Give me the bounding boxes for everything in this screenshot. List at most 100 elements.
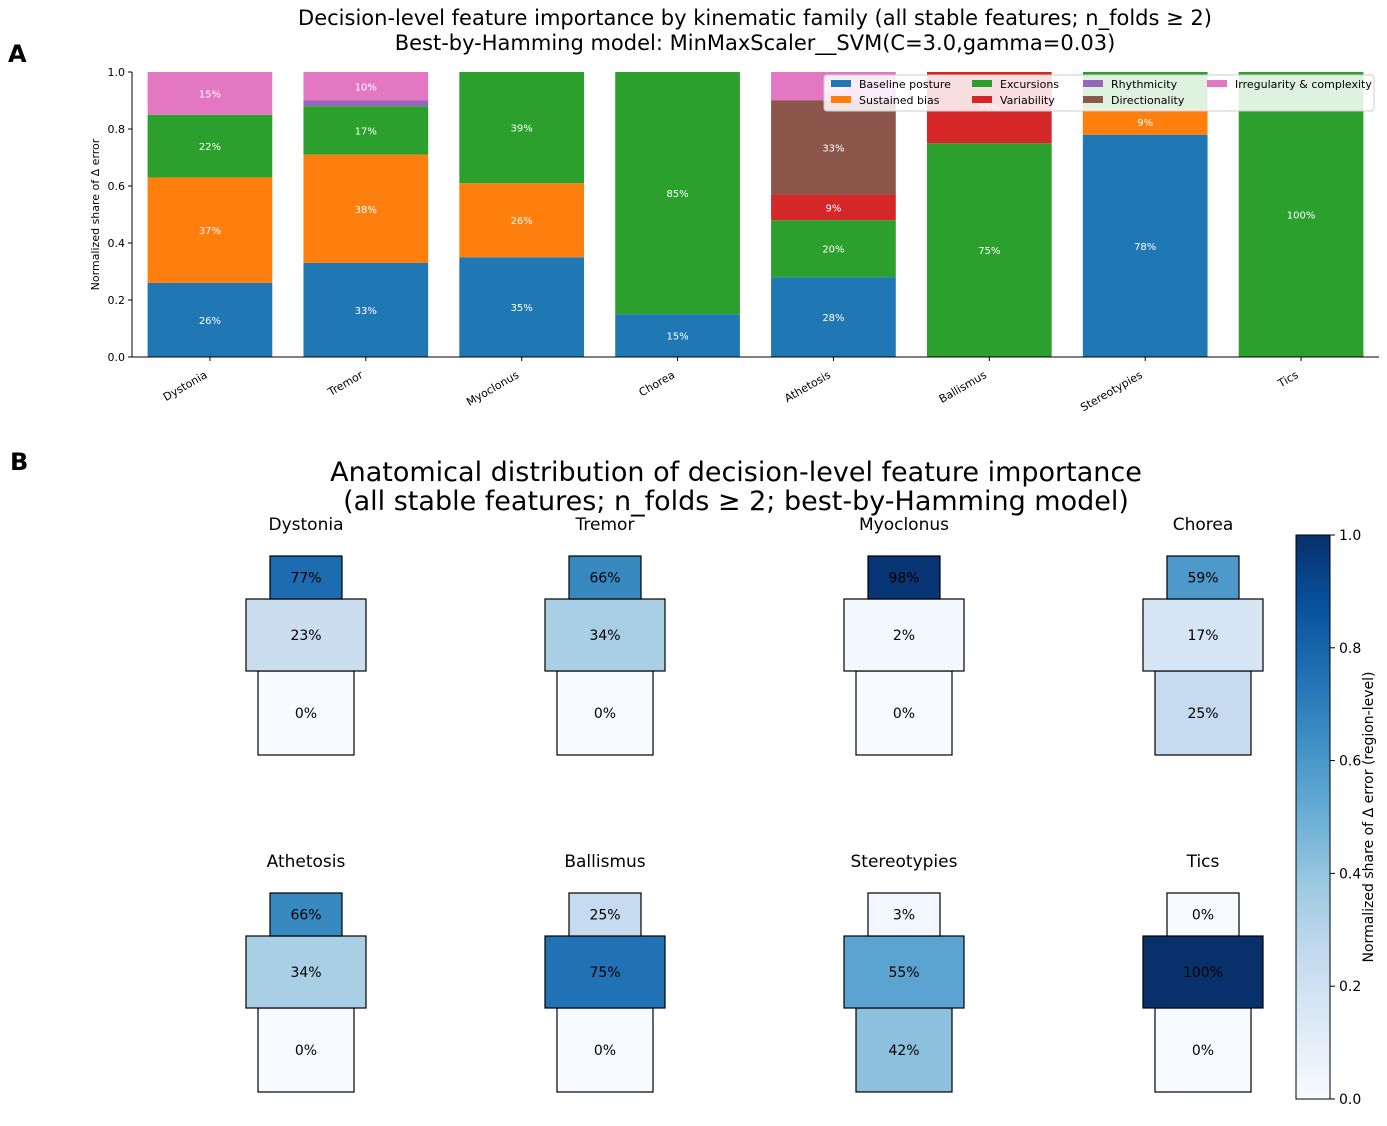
region-label-lower-body: 0% <box>295 1043 317 1059</box>
legend-frame <box>823 74 1375 112</box>
bar-label-dystonia-excursions: 22% <box>199 142 221 153</box>
body-map-title: Stereotypies <box>851 852 958 872</box>
bar-athetosis-baseline-posture <box>771 277 896 357</box>
bar-label-tremor-sustained-bias: 38% <box>355 205 377 216</box>
legend-label-sustained-bias: Sustained bias <box>859 94 940 107</box>
legend-swatch-variability <box>972 96 992 103</box>
region-upper-body <box>544 935 666 1009</box>
bar-dystonia-baseline-posture <box>147 282 273 357</box>
legend: Baseline posture Sustained bias Excursions… <box>823 74 1375 112</box>
region-upper-body <box>245 598 367 672</box>
bar-stereotypies-baseline-posture <box>1082 134 1208 357</box>
region-head <box>568 555 642 600</box>
bar-athetosis-variability <box>771 194 896 221</box>
region-head <box>1166 892 1240 937</box>
legend-swatch-sustained-bias <box>831 96 851 103</box>
region-label-lower-body: 0% <box>893 706 915 722</box>
region-label-upper-body: 34% <box>589 628 620 644</box>
x-tick-label: Myoclonus <box>464 368 521 409</box>
body-map-tremor: Tremor 66% 34% 0% <box>544 515 666 756</box>
region-label-lower-body: 25% <box>1187 706 1218 722</box>
y-tick-label: 0.8 <box>108 123 126 136</box>
legend-label-rhythmicity: Rhythmicity <box>1111 78 1178 91</box>
region-label-head: 0% <box>1192 908 1214 924</box>
bar-myoclonus-sustained-bias <box>459 183 585 258</box>
x-tick-label: Dystonia <box>161 368 210 404</box>
region-label-head: 66% <box>589 571 620 587</box>
region-label-upper-body: 23% <box>290 628 321 644</box>
colorbar-label: Normalized share of Δ error (region-leve… <box>1361 672 1377 963</box>
bar-tremor-rhythmicity <box>303 100 429 107</box>
legend-label-directionality: Directionality <box>1111 94 1185 107</box>
x-tick-label: Tics <box>1275 368 1301 391</box>
bar-label-athetosis-directionality: 33% <box>822 144 844 155</box>
body-map-chorea: Chorea 59% 17% 25% <box>1142 515 1264 756</box>
bar-label-tremor-irregularity-complexity: 10% <box>355 82 377 93</box>
region-head <box>269 892 343 937</box>
legend-label-baseline-posture: Baseline posture <box>859 78 951 91</box>
x-tick-label: Tremor <box>325 368 366 399</box>
body-map-title: Tics <box>1186 852 1220 872</box>
legend-swatch-directionality <box>1083 96 1103 103</box>
body-map-myoclonus: Myoclonus 98% 2% 0% <box>843 515 965 756</box>
bar-label-dystonia-baseline-posture: 26% <box>199 316 221 327</box>
region-label-head: 66% <box>290 908 321 924</box>
panel-b-label: B <box>10 448 28 476</box>
region-upper-body <box>245 935 367 1009</box>
bar-ballismus-excursions <box>926 143 1052 357</box>
legend-label-excursions: Excursions <box>1000 78 1059 91</box>
chart-b-title-line1: Anatomical distribution of decision-leve… <box>330 457 1142 488</box>
region-upper-body <box>843 598 965 672</box>
panel-a-label: A <box>8 40 27 68</box>
region-label-head: 25% <box>589 908 620 924</box>
body-map-athetosis: Athetosis 66% 34% 0% <box>245 852 367 1093</box>
bar-label-chorea-excursions: 85% <box>666 189 688 200</box>
region-label-upper-body: 55% <box>888 965 919 981</box>
region-label-lower-body: 0% <box>594 706 616 722</box>
bar-tics-excursions <box>1238 72 1364 357</box>
bar-tremor-irregularity-complexity <box>303 72 429 101</box>
bar-label-stereotypies-sustained-bias: 9% <box>1137 118 1153 129</box>
legend-swatch-excursions <box>972 80 992 87</box>
bar-tremor-sustained-bias <box>303 154 429 263</box>
chart-a-title-line2: Best-by-Hamming model: MinMaxScaler__SVM… <box>395 31 1116 56</box>
region-label-upper-body: 34% <box>290 965 321 981</box>
bar-dystonia-excursions <box>147 114 273 178</box>
region-lower-body <box>257 670 355 756</box>
region-lower-body <box>1154 670 1252 756</box>
region-lower-body <box>855 1007 953 1093</box>
x-tick-label: Chorea <box>637 368 677 399</box>
colorbar-tick-label: 1.0 <box>1339 528 1361 544</box>
region-label-lower-body: 0% <box>594 1043 616 1059</box>
region-head <box>568 892 642 937</box>
body-map-dystonia: Dystonia 77% 23% 0% <box>245 515 367 756</box>
colorbar-tick-label: 0.6 <box>1339 754 1361 770</box>
region-label-lower-body: 0% <box>295 706 317 722</box>
region-label-lower-body: 0% <box>1192 1043 1214 1059</box>
bar-label-athetosis-baseline-posture: 28% <box>822 313 844 324</box>
region-label-head: 77% <box>290 571 321 587</box>
region-label-head: 98% <box>888 571 919 587</box>
region-label-upper-body: 2% <box>893 628 915 644</box>
y-tick-label: 1.0 <box>108 66 126 79</box>
bar-tremor-excursions <box>303 106 429 155</box>
colorbar-tick-label: 0.0 <box>1339 1092 1361 1108</box>
body-map-ballismus: Ballismus 25% 75% 0% <box>544 852 666 1093</box>
bar-label-athetosis-excursions: 20% <box>822 245 844 256</box>
y-tick-label: 0.2 <box>108 294 126 307</box>
legend-swatch-irregularity-complexity <box>1207 80 1227 87</box>
region-label-lower-body: 42% <box>888 1043 919 1059</box>
region-head <box>1166 555 1240 600</box>
y-axis-label: Normalized share of Δ error <box>89 138 102 290</box>
body-map-title: Dystonia <box>269 515 344 535</box>
body-map-title: Tremor <box>575 515 635 535</box>
bar-chorea-baseline-posture <box>615 314 740 357</box>
bar-label-chorea-baseline-posture: 15% <box>666 332 688 343</box>
body-map-title: Athetosis <box>267 852 346 872</box>
chart-a-title-line1: Decision-level feature importance by kin… <box>298 6 1212 31</box>
legend-label-variability: Variability <box>1000 94 1055 107</box>
y-tick-label: 0.0 <box>108 351 126 364</box>
bar-label-dystonia-irregularity-complexity: 15% <box>199 89 221 100</box>
legend-label-irregularity-complexity: Irregularity & complexity <box>1235 78 1372 91</box>
